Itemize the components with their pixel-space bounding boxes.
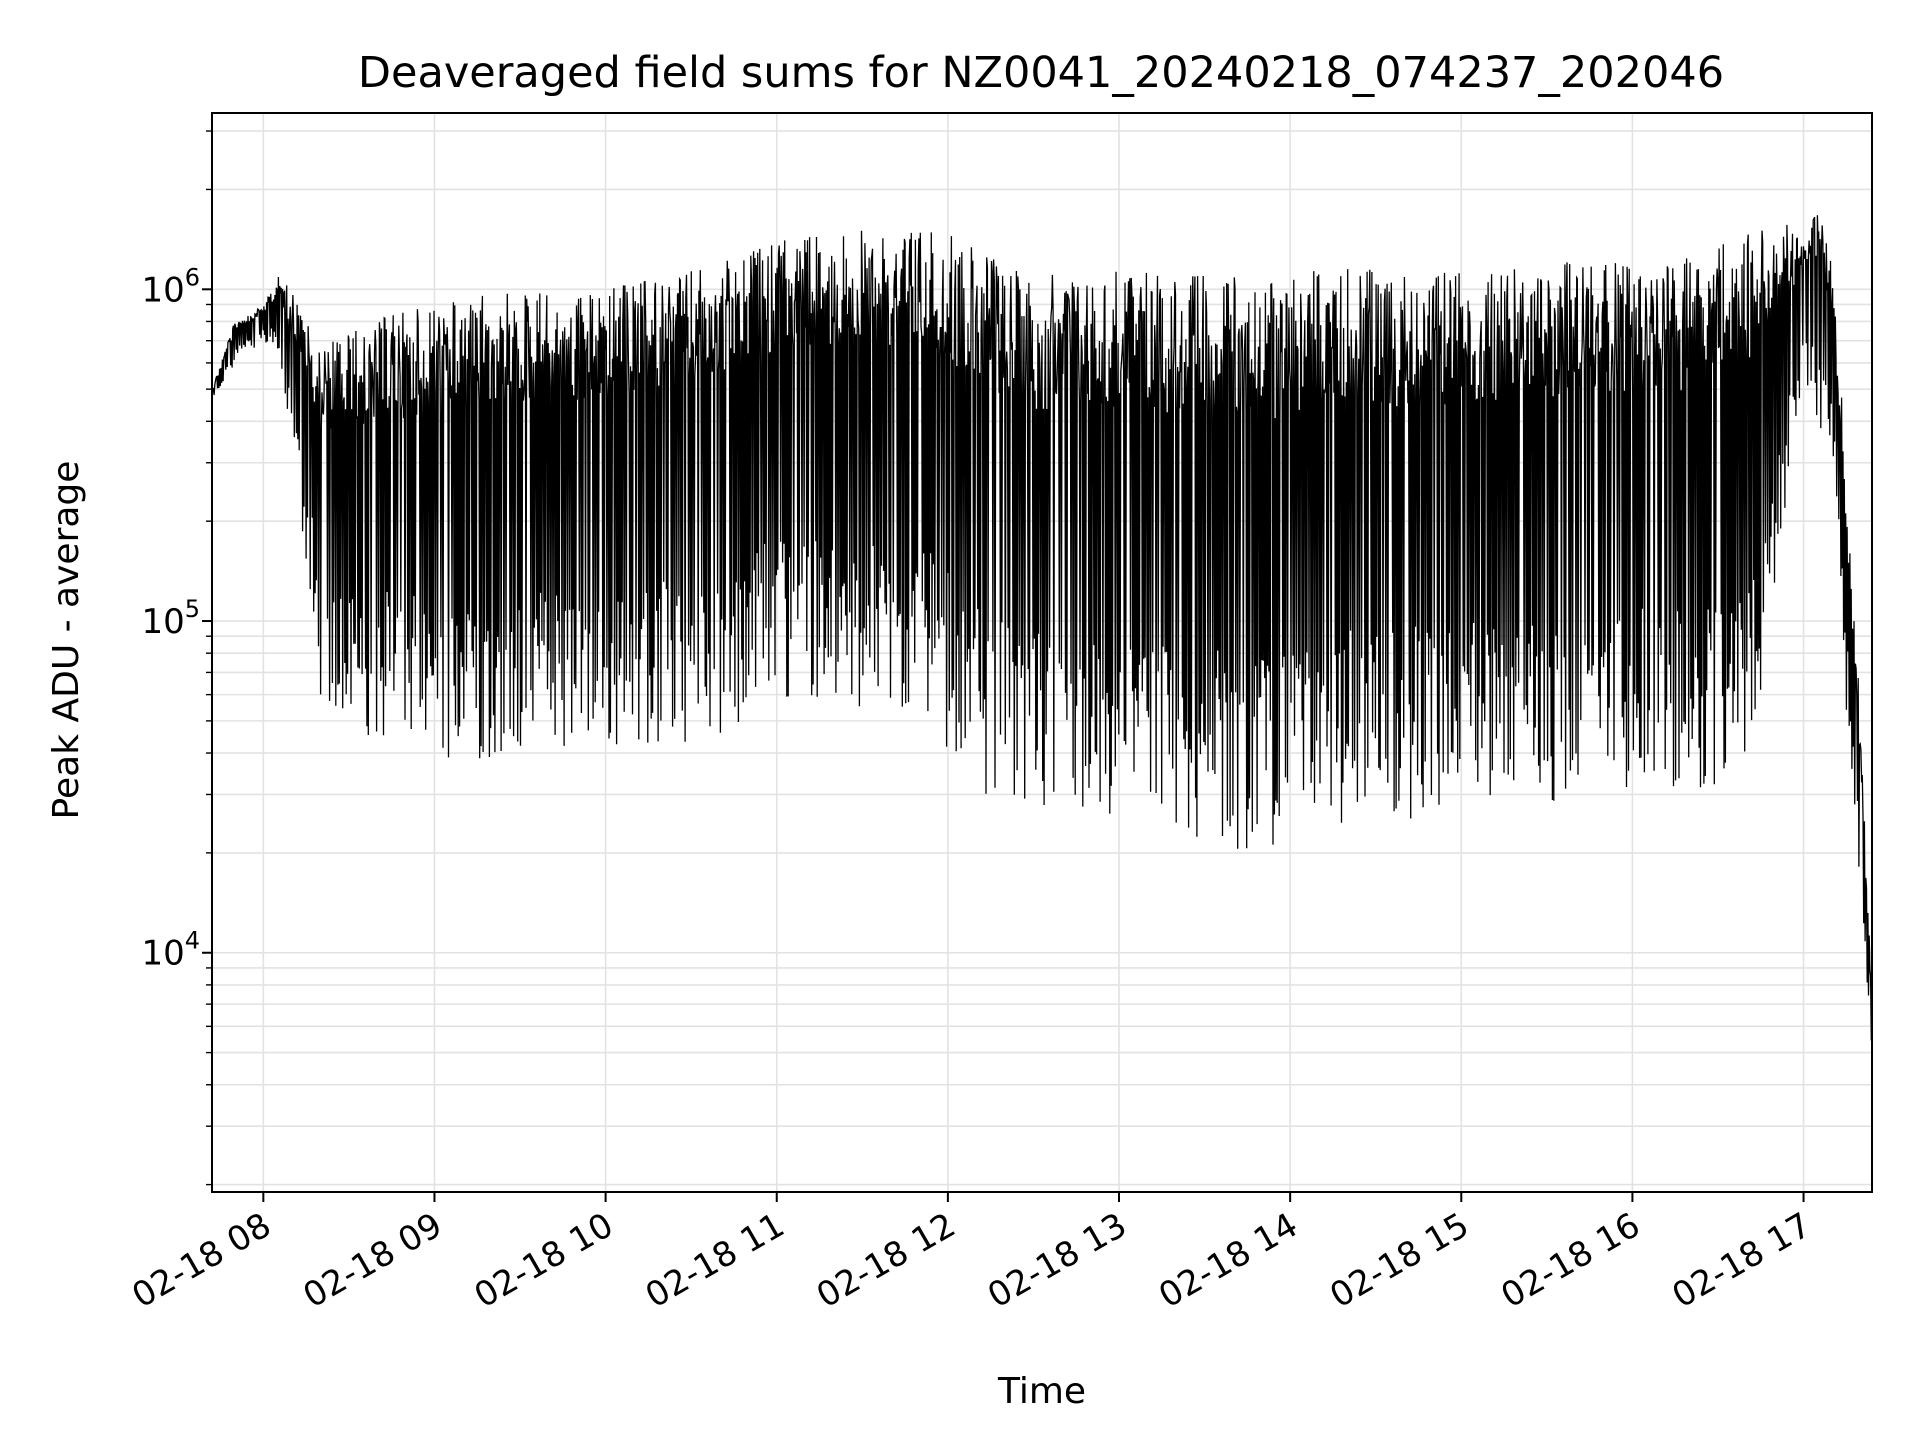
- x-tick-label: 02-18 16: [1495, 1205, 1647, 1316]
- x-tick-label: 02-18 11: [639, 1205, 791, 1316]
- series-line: [211, 215, 1873, 1041]
- x-tick-label: 02-18 14: [1152, 1205, 1304, 1316]
- y-axis: 104 105 106: [141, 130, 212, 1186]
- x-tick-label: 02-18 13: [981, 1205, 1133, 1316]
- x-axis-label: Time: [997, 1371, 1086, 1412]
- y-axis-label: Peak ADU - average: [46, 461, 87, 820]
- y-tick-label: 105: [141, 595, 200, 642]
- x-tick-label: 02-18 12: [810, 1205, 962, 1316]
- chart-title: Deaveraged field sums for NZ0041_2024021…: [358, 48, 1724, 98]
- x-tick-label: 02-18 08: [125, 1205, 277, 1316]
- x-tick-label: 02-18 17: [1666, 1205, 1818, 1316]
- x-tick-label: 02-18 15: [1323, 1205, 1475, 1316]
- x-tick-label: 02-18 10: [468, 1205, 620, 1316]
- y-tick-label: 106: [141, 263, 200, 310]
- y-tick-label: 104: [141, 927, 200, 974]
- x-axis: 02-18 08 02-18 09 02-18 10 02-18 11 02-18 12…: [125, 1192, 1818, 1316]
- x-tick-label: 02-18 09: [297, 1205, 449, 1316]
